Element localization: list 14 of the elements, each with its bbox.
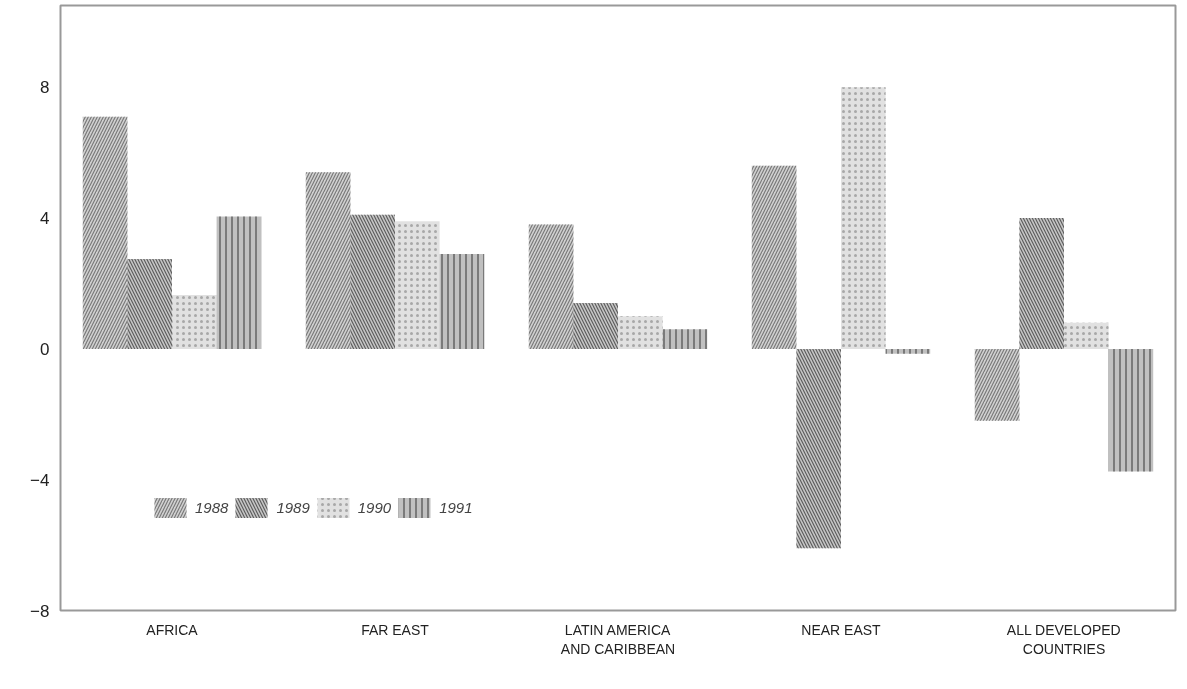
y-tick-label: −4 xyxy=(30,470,50,490)
legend-label: 1988 xyxy=(195,499,229,516)
y-tick-label: −8 xyxy=(30,601,50,621)
legend-label: 1991 xyxy=(439,499,473,516)
legend-label: 1990 xyxy=(357,499,392,516)
x-tick-label: ALL DEVELOPED COUNTRIES xyxy=(1006,621,1121,657)
x-tick-label: FAR EAST xyxy=(361,621,430,638)
y-tick-label: 8 xyxy=(40,78,50,98)
x-tick-label: LATIN AMERICA AND CARIBBEAN xyxy=(560,621,676,657)
legend-label: 1989 xyxy=(276,499,310,516)
y-tick-label: 0 xyxy=(40,339,50,359)
y-tick-label: 4 xyxy=(40,209,50,229)
x-tick-label: NEAR EAST xyxy=(801,621,882,638)
x-tick-label: AFRICA xyxy=(146,621,199,638)
